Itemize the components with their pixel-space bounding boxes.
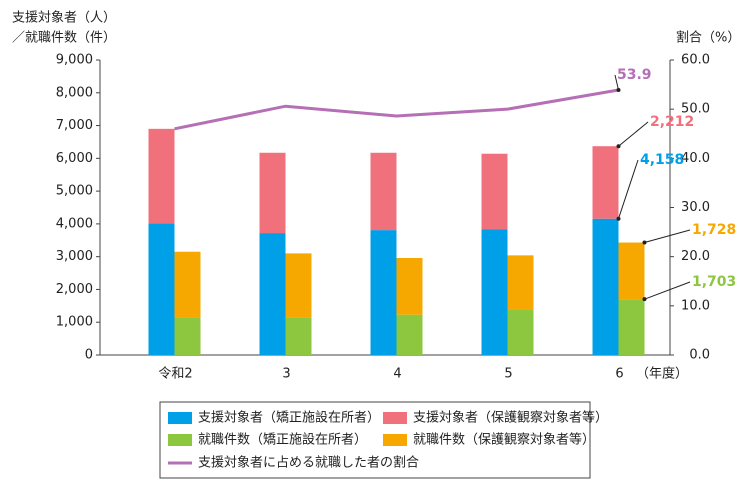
x-tick-label: 令和2 xyxy=(158,367,192,382)
value-label: 1,703 xyxy=(692,274,736,290)
bar xyxy=(507,255,534,310)
y-tick-label: 8,000 xyxy=(56,85,93,100)
y-tick-label: 1,000 xyxy=(56,315,93,330)
bar xyxy=(148,223,175,355)
y-tick-label: 2,000 xyxy=(56,282,93,297)
leader-line xyxy=(644,229,691,244)
legend-label: 支援対象者（保護観察対象者等） xyxy=(413,410,608,426)
bar xyxy=(592,218,619,355)
y-axis-title: ／就職件数（件） xyxy=(12,31,116,46)
bar xyxy=(370,152,397,231)
y-axis-title: 支援対象者（人） xyxy=(12,11,116,26)
y2-tick-label: 60.0 xyxy=(681,53,710,68)
leader-dot xyxy=(616,144,621,149)
leader-dot xyxy=(616,87,621,92)
legend-swatch xyxy=(383,412,407,424)
bar xyxy=(285,253,312,318)
y-tick-label: 5,000 xyxy=(56,184,93,199)
x-unit: （年度） xyxy=(636,366,688,382)
y-tick-label: 0 xyxy=(85,348,93,363)
y2-tick-label: 20.0 xyxy=(681,249,710,264)
bar xyxy=(507,309,534,355)
legend-swatch xyxy=(168,412,192,424)
legend-label: 支援対象者（矯正施設在所者） xyxy=(198,410,380,426)
leader-line xyxy=(618,121,649,147)
bar xyxy=(481,153,508,230)
bar xyxy=(285,317,312,355)
line xyxy=(174,88,619,131)
y2-tick-label: 10.0 xyxy=(681,298,710,313)
bar xyxy=(174,251,201,318)
bar xyxy=(396,257,423,315)
value-label: 2,212 xyxy=(650,114,694,130)
x-tick-label: 4 xyxy=(393,367,401,382)
bar xyxy=(259,233,286,355)
leader-line xyxy=(644,281,691,300)
legend-swatch xyxy=(383,434,407,446)
y2-axis-title: 割合（%） xyxy=(676,30,740,46)
bar xyxy=(592,146,619,219)
bar xyxy=(148,128,175,224)
value-label: 53.9 xyxy=(617,67,652,83)
y-tick-label: 6,000 xyxy=(56,151,93,166)
legend-box xyxy=(159,401,591,479)
x-tick-label: 3 xyxy=(282,367,290,382)
bar xyxy=(174,317,201,355)
value-label: 4,158 xyxy=(640,152,684,168)
leader-dot xyxy=(642,297,647,302)
bar xyxy=(259,152,286,234)
y2-tick-label: 40.0 xyxy=(681,151,710,166)
leader-dot xyxy=(642,240,647,245)
y2-tick-label: 30.0 xyxy=(681,200,710,215)
bar xyxy=(618,299,645,355)
value-label: 1,728 xyxy=(692,222,736,238)
legend-label: 就職件数（矯正施設在所者） xyxy=(198,432,367,448)
bar xyxy=(396,314,423,355)
x-tick-label: 6 xyxy=(615,367,623,382)
legend-label: 支援対象者に占める就職した者の割合 xyxy=(198,455,419,471)
x-tick-label: 5 xyxy=(504,367,512,382)
bar xyxy=(618,242,645,300)
legend-swatch xyxy=(168,434,192,446)
y-tick-label: 3,000 xyxy=(56,249,93,264)
leader-line xyxy=(614,74,619,91)
legend-label: 就職件数（保護観察対象者等） xyxy=(413,432,595,448)
y2-tick-label: 0.0 xyxy=(689,348,710,363)
y2-tick-label: 50.0 xyxy=(681,102,710,117)
bar xyxy=(481,229,508,355)
bar xyxy=(370,230,397,355)
leader-line xyxy=(618,159,639,219)
y-tick-label: 7,000 xyxy=(56,118,93,133)
leader-dot xyxy=(616,216,621,221)
y-tick-label: 4,000 xyxy=(56,216,93,231)
y-tick-label: 9,000 xyxy=(56,53,93,68)
